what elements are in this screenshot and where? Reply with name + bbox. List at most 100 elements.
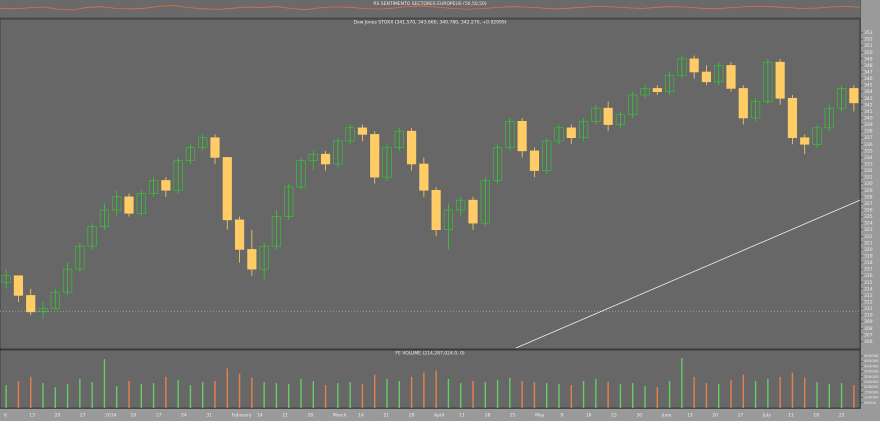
candle-body <box>161 180 171 191</box>
volume-bar <box>275 383 278 408</box>
candle-body <box>173 160 183 191</box>
candle-body <box>824 107 834 129</box>
x-tick-label: 14 <box>358 413 364 419</box>
volume-panel <box>0 349 861 409</box>
x-tick-label: 27 <box>738 413 744 419</box>
y-tick-label: 342 <box>864 102 873 108</box>
volume-bar <box>152 383 155 408</box>
volume-bar <box>742 374 744 408</box>
y-tick-label: 337 <box>864 135 873 141</box>
volume-bar <box>17 380 20 408</box>
x-tick-label: 28 <box>308 413 314 419</box>
candle-body <box>750 101 761 119</box>
candle-body <box>836 88 847 109</box>
volume-bar <box>410 376 413 408</box>
volume-bar <box>300 378 302 408</box>
volume-bar <box>607 382 609 408</box>
volume-bar <box>189 385 192 408</box>
x-tick-label: 13 <box>687 413 693 419</box>
y-tick-label: 334 <box>864 155 873 161</box>
x-tick-label: June <box>661 413 672 419</box>
volume-bar <box>447 378 450 408</box>
volume-bar <box>558 384 560 408</box>
volume-bar <box>116 386 118 408</box>
volume-bar <box>767 378 769 408</box>
candle-body <box>271 216 282 247</box>
x-tick-label: 10 <box>130 413 136 419</box>
y-tick-label: 345 <box>864 83 873 89</box>
x-tick-label: 13 <box>29 413 35 419</box>
x-tick-label: 25 <box>839 413 845 419</box>
candle-body <box>247 249 257 270</box>
y-tick-label: 315 <box>864 280 873 286</box>
volume-bar <box>546 383 548 408</box>
candle-body <box>456 199 466 211</box>
candle-body <box>517 120 527 152</box>
candle-body <box>234 219 245 250</box>
volume-bar <box>202 382 204 408</box>
x-tick-label: March <box>333 413 347 419</box>
candle-body <box>38 308 48 313</box>
volume-bar <box>619 384 622 408</box>
y-tick-label: 333 <box>864 162 873 168</box>
volume-bar <box>460 383 462 408</box>
x-axis-strip <box>0 409 861 421</box>
volume-bar <box>472 380 474 408</box>
y-tick-label: 311 <box>864 306 873 312</box>
candle-body <box>677 58 687 76</box>
volume-bar <box>374 374 376 408</box>
volume-bar <box>324 385 327 408</box>
price-title: Dow Jones STOXX (341.570, 343.660, 340.7… <box>353 20 506 26</box>
volume-bar <box>496 379 499 408</box>
candle-body <box>615 114 626 125</box>
sentiment-title: RS SENTIMENTO SECTORES EUROPEUS (50,50,5… <box>373 1 486 7</box>
volume-bar <box>791 372 794 408</box>
volume-bar <box>42 383 44 408</box>
candle-body <box>443 209 454 231</box>
y-tick-label: 341 <box>864 109 873 115</box>
volume-bar <box>263 382 265 408</box>
volume-bar <box>435 370 437 408</box>
x-tick-label: 30 <box>636 413 642 419</box>
x-tick-label: 18 <box>813 413 819 419</box>
y-tick-label: 309 <box>864 319 873 325</box>
x-tick-label: 6 <box>4 413 7 419</box>
candle-body <box>554 127 564 142</box>
volume-tick-label: 200000 <box>864 384 879 389</box>
candle-body <box>308 153 318 162</box>
y-tick-label: 323 <box>864 227 873 233</box>
volume-tick-label: 400000 <box>864 363 879 368</box>
y-tick-label: 339 <box>864 122 873 128</box>
y-tick-label: 335 <box>864 148 873 154</box>
candle-body <box>419 163 429 191</box>
y-tick-label: 332 <box>864 168 873 174</box>
candle-body <box>75 245 85 270</box>
candle-body <box>382 147 392 178</box>
candle-body <box>529 150 540 171</box>
candle-body <box>591 107 601 122</box>
volume-bar <box>214 380 216 408</box>
candle-body <box>628 94 638 116</box>
volume-bar <box>754 380 757 408</box>
volume-bar <box>509 377 511 408</box>
y-tick-label: 338 <box>864 129 873 135</box>
volume-bar <box>816 382 818 408</box>
sentiment-panel <box>0 0 860 17</box>
candle-body <box>185 147 196 162</box>
candle-body <box>124 196 134 214</box>
candle-body <box>542 140 552 171</box>
volume-bar <box>730 379 732 408</box>
candle-body <box>87 226 97 247</box>
y-tick-label: 351 <box>864 43 873 49</box>
candle-body <box>99 209 110 227</box>
volume-bar <box>423 372 425 408</box>
candle-body <box>210 137 220 158</box>
candle-body <box>763 61 773 102</box>
volume-bar <box>521 380 523 408</box>
x-tick-label: 16 <box>586 413 592 419</box>
candle-body <box>148 180 159 194</box>
y-tick-label: 316 <box>864 273 873 279</box>
volume-tick-label: 300000 <box>864 374 879 379</box>
candle-body <box>112 196 122 211</box>
x-tick-label: 11 <box>788 413 794 419</box>
